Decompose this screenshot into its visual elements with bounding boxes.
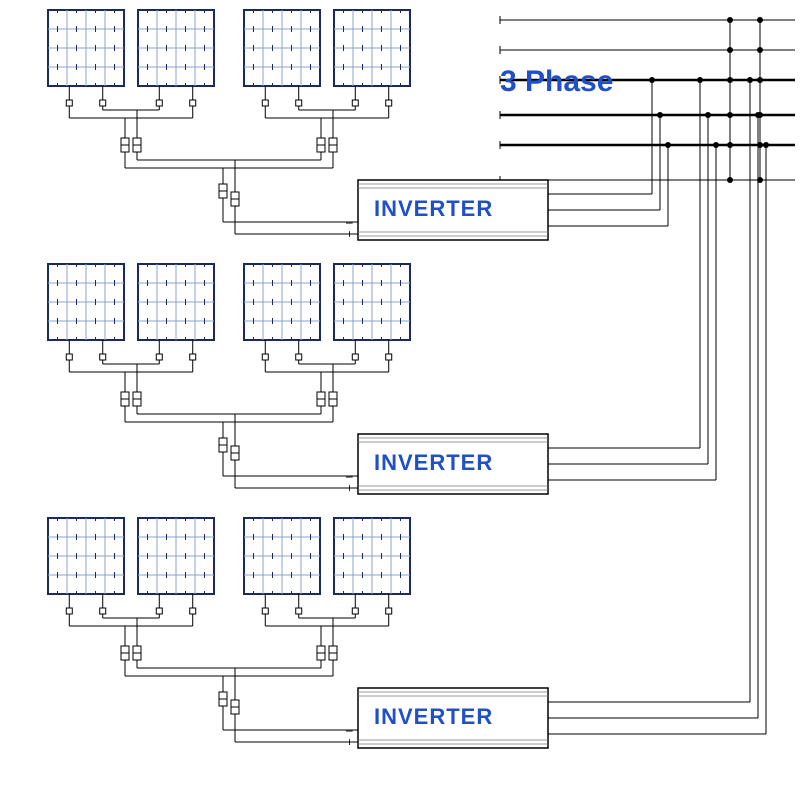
svg-text:+: + [346, 481, 353, 495]
phase-title: 3 Phase [500, 65, 613, 99]
inverter-label: INVERTER [374, 704, 493, 730]
svg-text:+: + [346, 735, 353, 749]
inverter-label: INVERTER [374, 450, 493, 476]
inverter-label: INVERTER [374, 196, 493, 222]
svg-text:+: + [346, 227, 353, 241]
